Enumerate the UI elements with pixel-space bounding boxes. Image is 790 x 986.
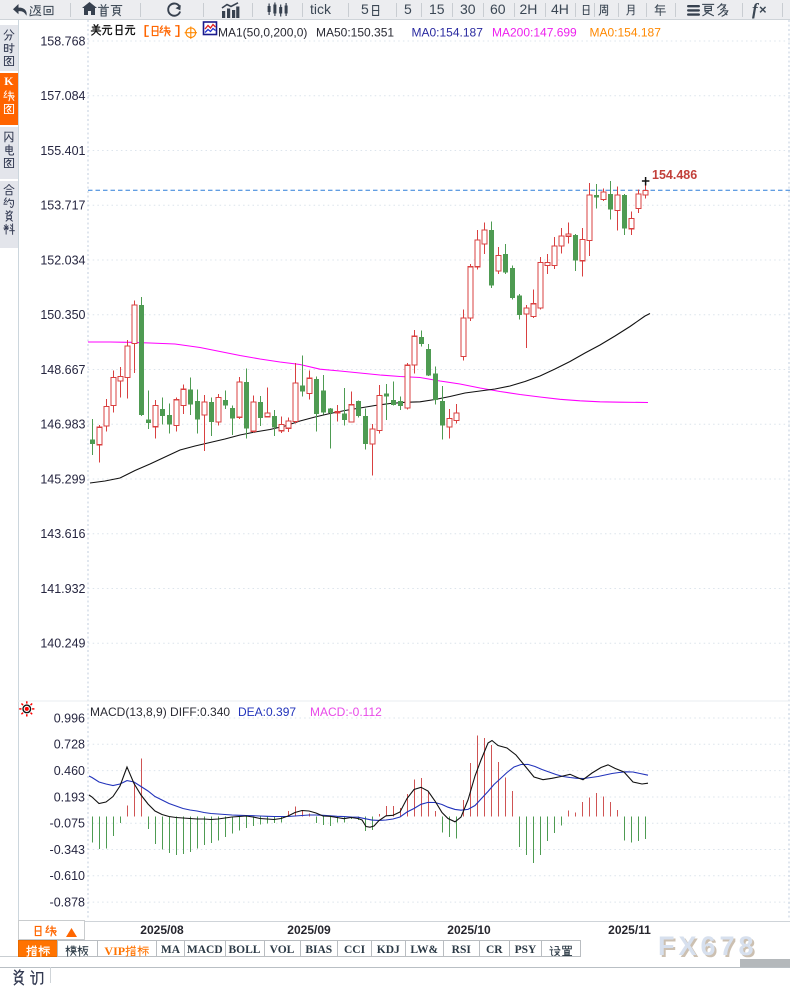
svg-text:MACD:-0.112: MACD:-0.112 xyxy=(310,705,382,719)
svg-text:MA0:154.187: MA0:154.187 xyxy=(412,26,484,40)
svg-text:MA50:150.351: MA50:150.351 xyxy=(316,26,394,40)
svg-text:141.932: 141.932 xyxy=(40,582,85,596)
svg-text:148.667: 148.667 xyxy=(40,363,85,377)
svg-text:MACD(13,8,9) DIFF:0.340: MACD(13,8,9) DIFF:0.340 xyxy=(90,705,230,719)
svg-text:155.401: 155.401 xyxy=(40,144,85,158)
svg-text:154.486: 154.486 xyxy=(652,168,697,182)
svg-text:150.350: 150.350 xyxy=(40,308,85,322)
svg-text:-0.610: -0.610 xyxy=(50,869,85,883)
svg-text:0.460: 0.460 xyxy=(54,764,85,778)
svg-text:0.996: 0.996 xyxy=(54,711,85,725)
svg-text:146.983: 146.983 xyxy=(40,418,85,432)
svg-text:145.299: 145.299 xyxy=(40,472,85,486)
svg-text:-0.343: -0.343 xyxy=(50,843,85,857)
svg-text:0.193: 0.193 xyxy=(54,790,85,804)
svg-text:158.768: 158.768 xyxy=(40,34,85,48)
svg-text:MA1(50,0,200,0): MA1(50,0,200,0) xyxy=(218,26,307,40)
svg-text:-0.075: -0.075 xyxy=(50,817,85,831)
svg-text:157.084: 157.084 xyxy=(40,89,85,103)
svg-text:MA0:154.187: MA0:154.187 xyxy=(590,26,662,40)
svg-text:143.616: 143.616 xyxy=(40,527,85,541)
svg-text:140.249: 140.249 xyxy=(40,637,85,651)
svg-text:153.717: 153.717 xyxy=(40,199,85,213)
svg-text:-0.878: -0.878 xyxy=(50,895,85,909)
svg-text:MA200:147.699: MA200:147.699 xyxy=(492,26,577,40)
svg-text:DEA:0.397: DEA:0.397 xyxy=(238,705,296,719)
svg-text:0.728: 0.728 xyxy=(54,738,85,752)
svg-text:152.034: 152.034 xyxy=(40,253,85,267)
